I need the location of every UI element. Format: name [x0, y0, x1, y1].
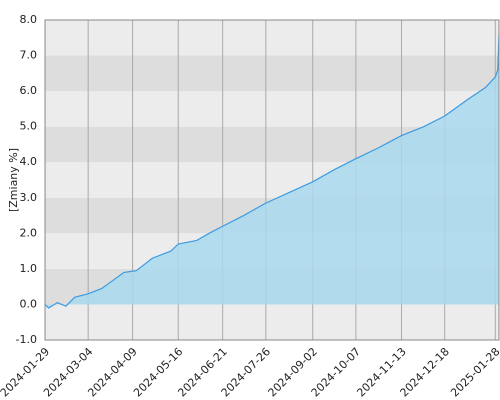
y-tick-label: 8.0 — [20, 13, 38, 26]
x-tick-label: 2025-01-28 — [448, 345, 500, 399]
y-tick-label: 7.0 — [20, 49, 38, 62]
plot-band — [45, 91, 499, 127]
y-tick-label: 5.0 — [20, 120, 38, 133]
plot-frame — [44, 19, 500, 341]
plot-band — [45, 304, 499, 340]
area — [45, 34, 499, 308]
y-tick-label: 0.0 — [20, 297, 38, 310]
y-axis-label: [Zmiany %] — [7, 148, 20, 212]
y-tick-label: 3.0 — [20, 191, 38, 204]
line — [44, 34, 500, 309]
y-tick-label: 1.0 — [20, 262, 38, 275]
plot-band — [45, 55, 499, 92]
y-tick-label: 4.0 — [20, 155, 38, 168]
plot-band — [45, 20, 499, 56]
y-tick-label: 6.0 — [20, 84, 38, 97]
y-tick-label: -1.0 — [16, 333, 37, 346]
y-tick-label: 2.0 — [20, 226, 38, 239]
